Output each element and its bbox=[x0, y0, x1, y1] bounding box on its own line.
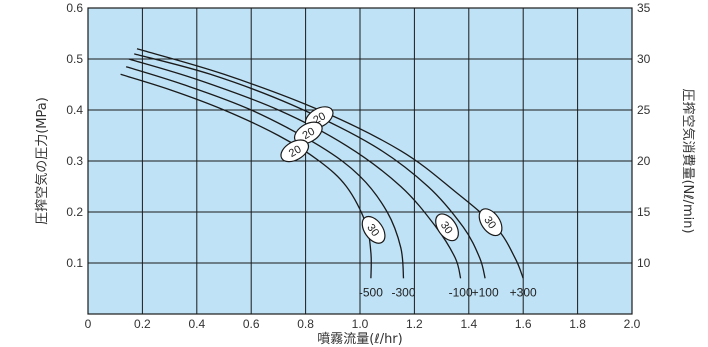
series-label: +300 bbox=[510, 285, 537, 299]
x-tick-label: 0.6 bbox=[243, 317, 260, 331]
annotation-badge: 30 bbox=[478, 208, 503, 237]
y2-tick-labels: 10 15 20 25 30 35 bbox=[637, 1, 651, 270]
annotation-badge: 30 bbox=[361, 215, 386, 244]
annotation-ellipse bbox=[435, 213, 459, 242]
series-line--300 bbox=[125, 66, 405, 279]
x-tick-label: 1.2 bbox=[406, 317, 423, 331]
annotation-text: 30 bbox=[481, 214, 498, 231]
annotation-ellipse bbox=[280, 139, 310, 163]
annotation-text: 30 bbox=[438, 219, 455, 236]
y-tick-label: 0.5 bbox=[66, 52, 83, 66]
x-tick-label: 1.0 bbox=[352, 317, 369, 331]
series-line--500 bbox=[120, 73, 372, 279]
series-label: -300 bbox=[392, 285, 416, 299]
curves bbox=[120, 48, 524, 279]
annotation-ellipse bbox=[478, 208, 503, 237]
x-tick-label: 2.0 bbox=[624, 317, 641, 331]
y-tick-label: 0.2 bbox=[66, 205, 83, 219]
y-tick-label: 0.4 bbox=[66, 103, 83, 117]
series-line--100 bbox=[128, 58, 462, 279]
y2-tick-label: 30 bbox=[637, 52, 651, 66]
series-label: +100 bbox=[472, 285, 499, 299]
y2-tick-label: 20 bbox=[637, 154, 651, 168]
annotation-badge: 20 bbox=[293, 121, 323, 145]
y-tick-label: 0.1 bbox=[66, 256, 83, 270]
y2-tick-label: 15 bbox=[637, 205, 651, 219]
annotation-ellipse bbox=[361, 215, 386, 244]
x-tick-label: 0.4 bbox=[188, 317, 205, 331]
y2-tick-label: 10 bbox=[637, 256, 651, 270]
y2-tick-label: 25 bbox=[637, 103, 651, 117]
y-tick-label: 0.3 bbox=[66, 154, 83, 168]
y-axis-title: 圧搾空気の圧力(MPa) bbox=[34, 97, 50, 225]
annotation-badge: 20 bbox=[280, 139, 310, 163]
annotation-badge: 30 bbox=[435, 213, 459, 242]
x-tick-label: 0 bbox=[85, 317, 92, 331]
x-axis-title: 噴霧流量(ℓ/hr) bbox=[317, 332, 402, 347]
series-line-+300 bbox=[136, 48, 524, 279]
series-label: -500 bbox=[359, 285, 383, 299]
x-tick-labels: 0 0.2 0.4 0.6 0.8 1.0 1.2 1.4 1.6 1.8 2.0 bbox=[85, 317, 641, 331]
y2-tick-label: 35 bbox=[637, 1, 651, 15]
series-line-+100 bbox=[134, 53, 486, 279]
x-tick-label: 0.8 bbox=[297, 317, 314, 331]
x-tick-label: 1.6 bbox=[515, 317, 532, 331]
annotation-text: 20 bbox=[301, 126, 318, 143]
curve-labels: -500 -300 -100+100 +300 bbox=[359, 285, 537, 299]
plot-frame bbox=[87, 7, 633, 315]
annotation-text: 20 bbox=[287, 143, 304, 160]
annotation-text: 30 bbox=[364, 222, 381, 239]
x-tick-label: 0.2 bbox=[134, 317, 151, 331]
series-label: -100 bbox=[449, 285, 473, 299]
x-tick-label: 1.8 bbox=[569, 317, 586, 331]
x-tick-label: 1.4 bbox=[460, 317, 477, 331]
y-tick-label: 0.6 bbox=[66, 1, 83, 15]
y-tick-labels: 0.1 0.2 0.3 0.4 0.5 0.6 bbox=[66, 1, 83, 270]
y2-axis-title: 圧搾空気消費量(Nℓ/min) bbox=[680, 88, 696, 233]
